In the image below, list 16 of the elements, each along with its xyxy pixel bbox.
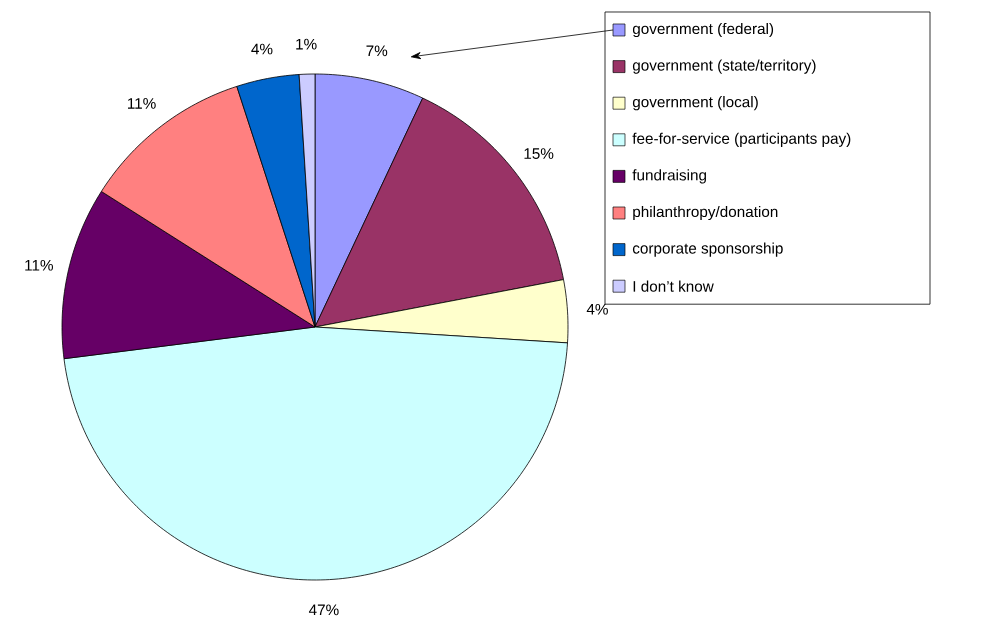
data-label: 4%: [586, 303, 608, 315]
data-label: 11%: [25, 259, 53, 271]
legend-label: fee-for-service (participants pay): [632, 132, 851, 147]
legend-label: government (local): [632, 96, 758, 111]
legend-label: philanthropy/donation: [633, 205, 778, 221]
legend-label: fundraising: [632, 169, 706, 184]
legend-label: corporate sponsorship: [632, 242, 783, 257]
data-label: 1%: [296, 38, 317, 50]
legend-label: government (state/territory): [632, 59, 816, 74]
legend-label: I don’t know: [633, 280, 714, 292]
data-label: 15%: [524, 148, 554, 159]
legend-label: government (federal): [632, 22, 774, 38]
data-label: 47%: [308, 604, 339, 616]
data-label: 11%: [128, 98, 156, 109]
data-label: 4%: [251, 43, 273, 55]
data-label: 7%: [366, 45, 388, 57]
